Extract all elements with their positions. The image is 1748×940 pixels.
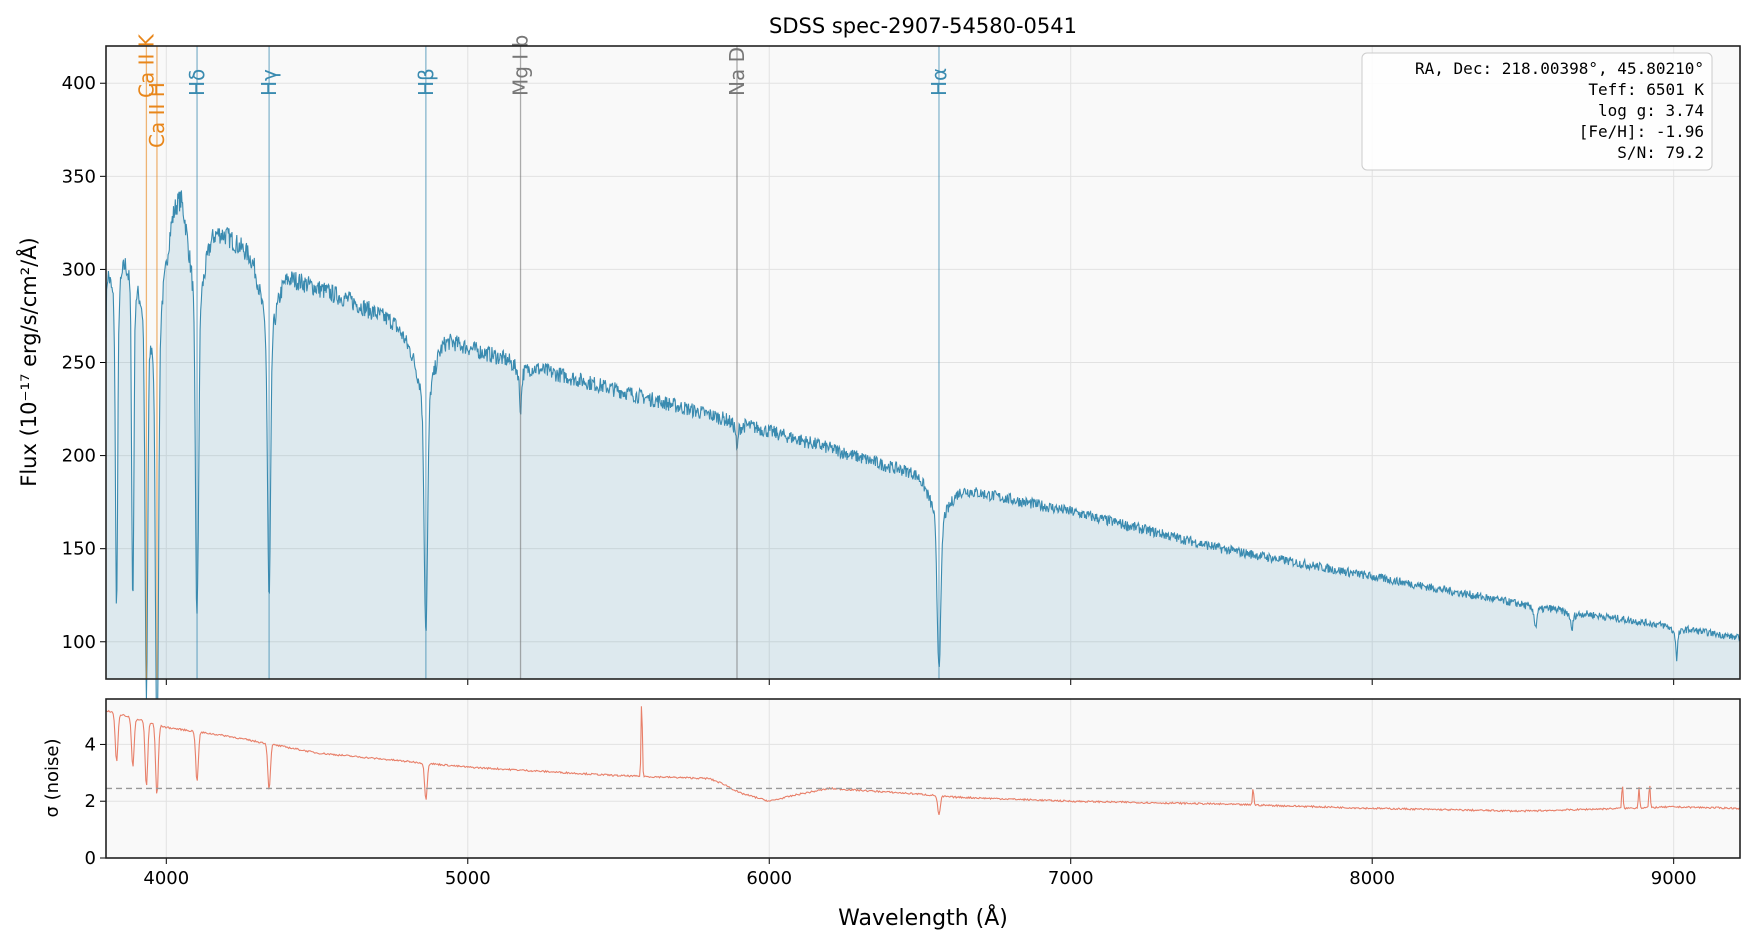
info-box-line: [Fe/H]: -1.96 <box>1579 122 1704 141</box>
y-tick-label: 100 <box>62 632 96 653</box>
y-tick-label: 250 <box>62 353 96 374</box>
y-tick-label: 300 <box>62 259 96 280</box>
line-marker-label: Hδ <box>185 69 209 96</box>
info-box-line: Teff: 6501 K <box>1588 80 1704 99</box>
line-marker-label: Mg I b <box>509 35 533 96</box>
x-tick-label: 9000 <box>1651 868 1697 889</box>
chart-title: SDSS spec-2907-54580-0541 <box>769 14 1077 38</box>
plot-frame <box>105 45 1741 680</box>
info-box-line: log g: 3.74 <box>1598 101 1704 120</box>
x-tick-label: 8000 <box>1349 868 1395 889</box>
line-marker-label: Na D <box>725 47 749 96</box>
line-marker-label: Hα <box>927 68 951 96</box>
x-tick-label: 6000 <box>746 868 792 889</box>
info-box-line: S/N: 79.2 <box>1617 143 1704 162</box>
y-tick-label: 2 <box>85 791 96 812</box>
line-marker-label: Hγ <box>257 69 281 96</box>
y-tick-label: 150 <box>62 539 96 560</box>
info-box-frame <box>1361 52 1713 171</box>
info-box-line: RA, Dec: 218.00398°, 45.80210° <box>1415 59 1704 78</box>
y-axis-label-flux: Flux (10⁻¹⁷ erg/s/cm²/Å) <box>15 237 41 487</box>
y-tick-label: 350 <box>62 166 96 187</box>
noise-series-line <box>105 706 1740 816</box>
info-box: RA, Dec: 218.00398°, 45.80210° Teff: 6501… <box>1361 52 1713 171</box>
x-tick-label: 5000 <box>445 868 491 889</box>
y-axis-label-noise: σ (noise) <box>42 738 63 817</box>
line-marker-label: Ca II H <box>145 82 169 148</box>
line-marker-label: Hβ <box>414 68 438 96</box>
y-tick-label: 4 <box>85 734 96 755</box>
x-tick-label: 7000 <box>1048 868 1094 889</box>
flux-series-line <box>105 190 1741 748</box>
flux-fill-area <box>106 190 1740 748</box>
y-tick-label: 400 <box>62 73 96 94</box>
y-tick-label: 0 <box>85 848 96 869</box>
line-marker-label: Ca II K <box>134 33 158 98</box>
plot-frame <box>105 698 1741 859</box>
x-axis-label: Wavelength (Å) <box>838 904 1008 931</box>
noise-panel: 4000 5000 6000 7000 8000 9000 0 2 4 <box>85 698 1741 889</box>
x-tick-label: 4000 <box>143 868 189 889</box>
y-tick-label: 200 <box>62 446 96 467</box>
plot-background <box>106 699 1740 858</box>
